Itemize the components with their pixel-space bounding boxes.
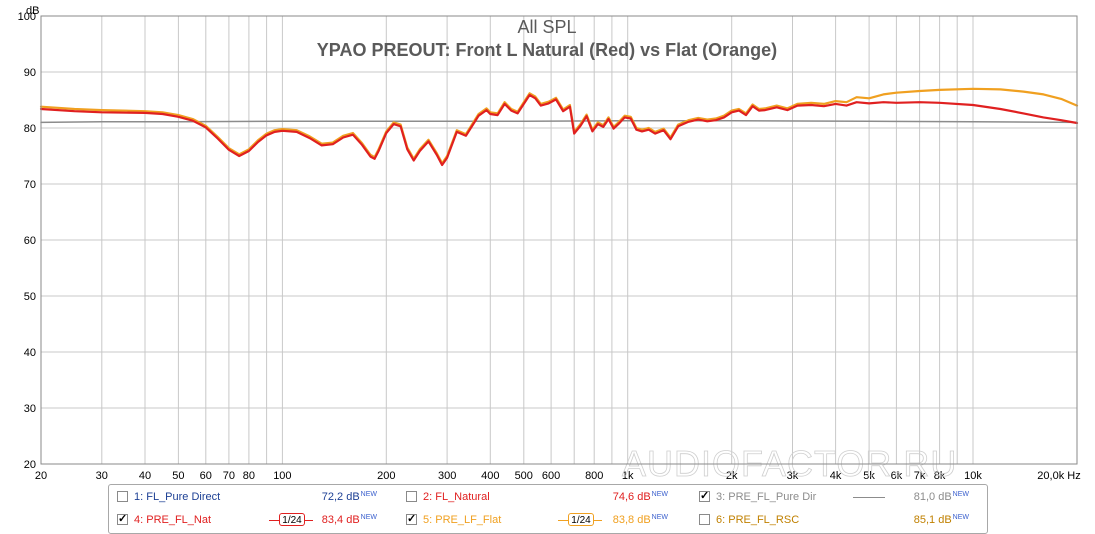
x-tick-label: 300 — [438, 470, 456, 482]
legend-label-2: 2: FL_Natural — [423, 491, 490, 503]
x-tick-label: 7k — [914, 470, 926, 482]
x-tick-label: 4k — [830, 470, 842, 482]
chart-title: All SPL — [517, 17, 576, 37]
x-tick-label: 80 — [243, 470, 255, 482]
x-tick-label: 600 — [542, 470, 560, 482]
x-tick-label: 20 — [35, 470, 47, 482]
legend-item-fl-natural[interactable]: 2: FL_Natural 74,6 dBNEW — [406, 489, 686, 505]
legend-checkbox-5[interactable]: ✓ — [406, 513, 417, 525]
legend-item-fl-pure-direct[interactable]: 1: FL_Pure Direct 72,2 dBNEW — [117, 489, 387, 505]
legend-item-pre-fl-nat[interactable]: ✓ 4: PRE_FL_Nat 1/24 83,4 dBNEW — [117, 512, 397, 528]
x-tick-label: 50 — [172, 470, 184, 482]
x-tick-label: 5k — [863, 470, 875, 482]
legend-checkbox-1[interactable] — [117, 491, 128, 502]
y-tick-label: 40 — [24, 347, 36, 359]
legend-item-pre-lf-flat[interactable]: ✓ 5: PRE_LF_Flat 1/24 83,8 dBNEW — [406, 512, 686, 528]
y-tick-label: 50 — [24, 291, 36, 303]
legend-new-5: NEW — [651, 514, 668, 521]
x-tick-label: 8k — [934, 470, 946, 482]
legend-new-3: NEW — [952, 491, 969, 498]
plot-frame — [40, 15, 1078, 465]
legend-label-1: 1: FL_Pure Direct — [134, 491, 221, 503]
legend-line-3 — [853, 497, 885, 498]
y-axis-ticks: 100 90 80 70 60 50 40 30 20 — [18, 11, 36, 471]
legend-checkbox-3[interactable]: ✓ — [699, 490, 710, 502]
legend-label-5: 5: PRE_LF_Flat — [423, 514, 502, 526]
legend-label-4: 4: PRE_FL_Nat — [134, 514, 212, 526]
legend-value-2: 74,6 dB — [612, 491, 651, 503]
x-tick-label: 100 — [273, 470, 291, 482]
x-tick-label: 200 — [377, 470, 395, 482]
legend-label-6: 6: PRE_FL_RSC — [716, 514, 800, 526]
y-tick-label: 80 — [24, 123, 36, 135]
series-line-pre-fl-nat — [39, 93, 1079, 167]
legend-value-3: 81,0 dB — [913, 491, 952, 503]
x-tick-label: 1k — [622, 470, 634, 482]
legend-smoothing-4[interactable]: 1/24 — [279, 513, 305, 526]
series-line-pre-fl-pure-dir — [40, 119, 1078, 124]
x-tick-label: 10k — [964, 470, 982, 482]
x-tick-label: 3k — [787, 470, 799, 482]
legend-smoothing-5[interactable]: 1/24 — [568, 513, 594, 526]
x-axis-ticks: 20 30 40 50 60 70 80 100 200 300 400 500 600 800 1k 2k 3… — [35, 470, 1081, 482]
grid — [40, 15, 1078, 465]
x-tick-label: 60 — [200, 470, 212, 482]
x-tick-label: 800 — [585, 470, 603, 482]
y-tick-label: 90 — [24, 67, 36, 79]
x-tick-label: 20,0k Hz — [1037, 470, 1080, 482]
legend-value-5: 83,8 dB — [612, 514, 651, 526]
x-tick-label: 70 — [223, 470, 235, 482]
legend-checkbox-4[interactable]: ✓ — [117, 513, 128, 525]
y-tick-label: 60 — [24, 235, 36, 247]
legend: 1: FL_Pure Direct 72,2 dBNEW 2: FL_Natur… — [108, 484, 988, 534]
x-tick-label: 2k — [726, 470, 738, 482]
legend-value-1: 72,2 dB — [321, 491, 360, 503]
legend-new-6: NEW — [952, 514, 969, 521]
chart-subtitle: YPAO PREOUT: Front L Natural (Red) vs Fl… — [317, 40, 777, 60]
legend-checkbox-6[interactable] — [699, 514, 710, 525]
y-tick-label: 70 — [24, 179, 36, 191]
y-tick-label: 30 — [24, 403, 36, 415]
legend-label-3: 3: PRE_FL_Pure Dir — [716, 491, 817, 503]
legend-new-4: NEW — [360, 514, 377, 521]
legend-item-pre-fl-rsc[interactable]: 6: PRE_FL_RSC 85,1 dBNEW — [699, 512, 979, 528]
legend-value-6: 85,1 dB — [913, 514, 952, 526]
legend-new-2: NEW — [651, 491, 668, 498]
y-tick-label: 20 — [24, 459, 36, 471]
x-tick-label: 500 — [515, 470, 533, 482]
x-tick-label: 6k — [891, 470, 903, 482]
legend-value-4: 83,4 dB — [321, 514, 360, 526]
y-tick-label: 100 — [18, 11, 36, 23]
series-line-pre-lf-flat — [39, 87, 1079, 165]
series — [39, 87, 1079, 167]
legend-item-pre-fl-pure-dir[interactable]: ✓ 3: PRE_FL_Pure Dir 81,0 dBNEW — [699, 489, 979, 505]
x-tick-label: 400 — [481, 470, 499, 482]
legend-checkbox-2[interactable] — [406, 491, 417, 502]
x-tick-label: 40 — [139, 470, 151, 482]
y-axis-unit: dB — [26, 5, 39, 17]
x-tick-label: 30 — [96, 470, 108, 482]
legend-new-1: NEW — [360, 491, 377, 498]
